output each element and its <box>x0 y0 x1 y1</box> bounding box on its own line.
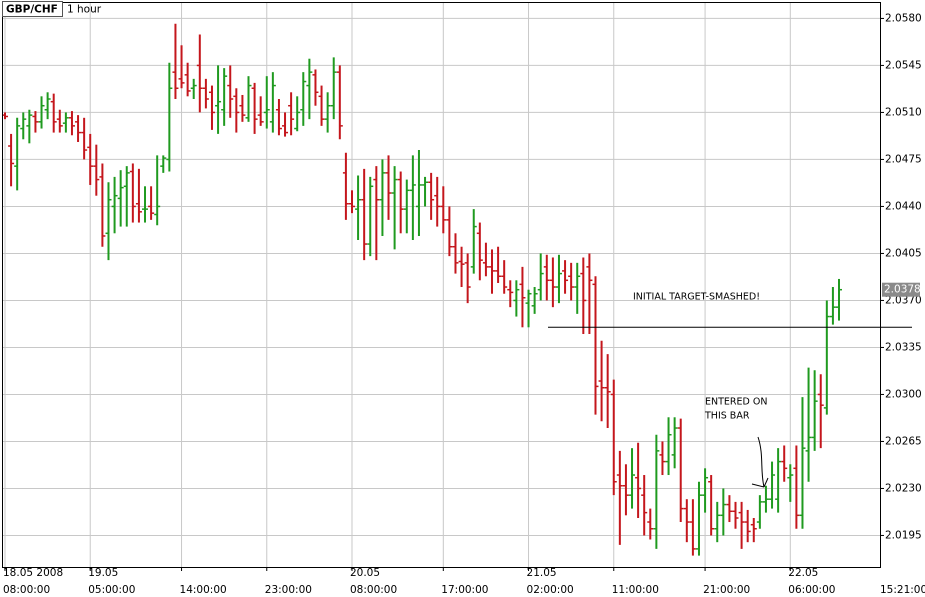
timeframe: 1 hour <box>67 4 102 16</box>
x-tick-label: 14:00:00 <box>180 584 227 596</box>
x-tick-label: 23:00:00 <box>265 584 312 596</box>
price-box <box>882 282 920 297</box>
x-tick-label: 06:00:00 <box>788 584 835 596</box>
x-tick-label: 11:00:00 <box>612 584 659 596</box>
annotation: THIS BAR <box>704 411 750 422</box>
date-label: 21.05 <box>527 567 557 579</box>
x-tick-label: 08:00:00 <box>350 584 397 596</box>
y-tick-label: 2.0230 <box>885 482 922 494</box>
y-tick-label: 2.0195 <box>885 529 922 541</box>
y-tick-label: 2.0475 <box>885 153 922 165</box>
y-tick-label: 2.0300 <box>885 388 922 400</box>
current-price: 2.0378 <box>884 284 921 296</box>
y-tick-label: 2.0510 <box>885 106 922 118</box>
x-tick-label: 21:00:00 <box>703 584 750 596</box>
date-label: 20.05 <box>350 567 380 579</box>
date-label: 18.05 2008 <box>3 567 63 579</box>
x-tick-label: 08:00:00 <box>3 584 50 596</box>
y-tick-label: 2.0335 <box>885 341 922 353</box>
y-tick-label: 2.0545 <box>885 59 922 71</box>
chart-title: GBP/CHF <box>6 4 58 16</box>
annotation: INITIAL TARGET-SMASHED! <box>633 292 760 303</box>
y-tick-label: 2.0405 <box>885 247 922 259</box>
bars <box>2 23 842 556</box>
y-tick-label: 2.0440 <box>885 200 922 212</box>
server-time: 15:21:00 <box>880 584 925 596</box>
annotation: ENTERED ON <box>705 397 767 408</box>
symbol-box <box>2 1 63 17</box>
y-tick-label: 2.0370 <box>885 294 922 306</box>
y-tick-label: 2.0580 <box>885 12 922 24</box>
plot-frame <box>2 2 881 568</box>
x-tick-label: 17:00:00 <box>441 584 488 596</box>
x-tick-label: 05:00:00 <box>88 584 135 596</box>
date-label: 22.05 <box>788 567 818 579</box>
date-label: 19.05 <box>88 567 118 579</box>
y-tick-label: 2.0265 <box>885 435 922 447</box>
annotation-arrow <box>751 436 769 488</box>
x-tick-label: 02:00:00 <box>527 584 574 596</box>
